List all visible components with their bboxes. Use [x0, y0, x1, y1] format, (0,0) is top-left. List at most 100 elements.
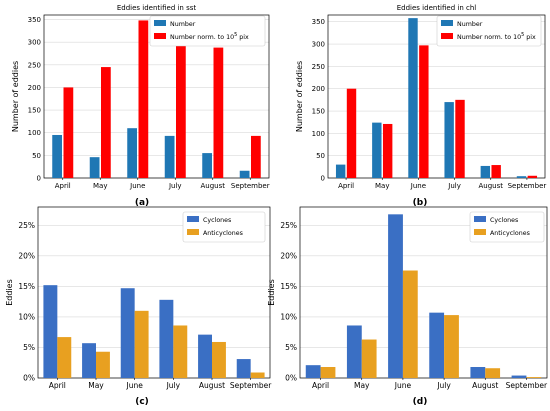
bar-july-number-norm-to-10-5-pix	[455, 99, 465, 178]
y-tick-label: 25%	[280, 221, 297, 230]
x-tick-label: August	[472, 381, 498, 390]
bar-september-cyclones	[236, 359, 251, 378]
legend-swatch	[187, 229, 199, 235]
axes-frame	[327, 14, 546, 179]
bar-may-anticyclones	[96, 351, 110, 378]
bar-august-cyclones	[198, 334, 212, 378]
y-tick-label: 15%	[18, 282, 35, 291]
y-tick-label: 150	[312, 108, 325, 116]
legend-swatch	[154, 20, 166, 26]
y-tick-label: 10%	[280, 312, 297, 321]
x-tick-label: April	[49, 381, 66, 390]
bar-april-anticyclones	[320, 367, 336, 378]
bar-may-anticyclones	[361, 339, 377, 378]
y-tick-label: 5%	[285, 343, 297, 352]
bar-june-number	[408, 18, 418, 179]
y-tick-label: 5%	[23, 343, 35, 352]
x-tick-label: May	[354, 381, 370, 390]
bar-april-number	[52, 134, 62, 178]
panel-label: (a)	[135, 198, 149, 208]
bar-july-number	[444, 102, 454, 178]
bar-may-cyclones	[346, 325, 362, 378]
bar-may-number-norm-to-10-5-pix	[101, 67, 111, 178]
legend-entry: Number	[457, 21, 483, 28]
bar-august-number	[202, 153, 212, 178]
bar-may-number	[89, 157, 100, 178]
y-tick-label: 20%	[280, 251, 297, 260]
y-tick-label: 200	[28, 84, 41, 92]
x-tick-label: July	[436, 381, 451, 390]
bar-july-anticyclones	[173, 325, 188, 378]
y-tick-label: 250	[28, 61, 41, 69]
x-tick-label: September	[230, 381, 272, 390]
legend-box	[469, 211, 545, 243]
legend-box	[436, 15, 542, 47]
bar-september-number-norm-to-10-5-pix	[527, 175, 538, 178]
legend-entry: Anticyclones	[203, 230, 243, 237]
x-tick-label: April	[338, 182, 354, 190]
chart-panel-1: 0 50 100 150 200 250 300 350 April May June July Aug…	[11, 4, 270, 208]
bar-july-cyclones	[159, 299, 174, 378]
legend: Number Number norm. to 105 pix	[436, 15, 542, 47]
y-tick-label: 100	[312, 130, 325, 138]
bar-june-number	[127, 128, 137, 178]
bar-july-cyclones	[429, 312, 445, 378]
chart-panel-2: 0 50 100 150 200 250 300 350 April May June July Aug…	[295, 4, 546, 208]
bar-june-cyclones	[388, 214, 403, 378]
panel-label: (c)	[135, 397, 149, 407]
y-tick-label: 0%	[23, 374, 35, 383]
x-tick-label: June	[394, 381, 412, 390]
bar-july-number-norm-to-10-5-pix	[176, 35, 186, 178]
legend-entry: Anticyclones	[490, 230, 530, 237]
y-tick-label: 0%	[285, 374, 297, 383]
y-axis-label: Eddies	[267, 279, 276, 306]
x-tick-label: September	[506, 381, 548, 390]
bar-august-anticyclones	[212, 341, 226, 378]
y-tick-label: 25%	[18, 221, 35, 230]
y-axis-label: Number of eddies	[295, 61, 304, 132]
axes-frame	[37, 206, 271, 379]
bar-june-cyclones	[120, 288, 135, 378]
legend-swatch	[474, 229, 486, 235]
legend-swatch	[187, 216, 199, 222]
y-tick-label: 300	[312, 41, 325, 49]
x-tick-label: April	[55, 182, 71, 190]
y-tick-label: 15%	[280, 282, 297, 291]
y-axis-label: Number of eddies	[11, 61, 20, 132]
chart-panel-3: 0% 5% 10% 15% 20% 25% April May June July August Se…	[5, 206, 272, 407]
y-tick-label: 200	[312, 85, 325, 93]
x-tick-label: August	[199, 381, 225, 390]
x-tick-label: September	[508, 182, 547, 190]
bar-may-cyclones	[82, 343, 96, 378]
y-tick-label: 50	[32, 152, 41, 160]
y-tick-label: 350	[312, 18, 325, 26]
bar-september-number-norm-to-10-5-pix	[251, 135, 261, 178]
bar-april-number-norm-to-10-5-pix	[63, 87, 74, 178]
legend-entry: Cyclones	[490, 217, 518, 224]
bar-april-cyclones	[43, 285, 58, 378]
bar-april-cyclones	[305, 365, 321, 378]
x-tick-label: May	[93, 182, 107, 190]
y-tick-label: 300	[28, 39, 41, 47]
bar-april-anticyclones	[57, 337, 72, 378]
chart-title: Eddies identified in sst	[117, 4, 197, 12]
bar-august-number-norm-to-10-5-pix	[213, 47, 224, 178]
x-tick-label: April	[312, 381, 329, 390]
bar-june-anticyclones	[134, 310, 149, 378]
legend-box	[182, 211, 266, 243]
y-tick-label: 10%	[18, 312, 35, 321]
y-tick-label: 20%	[18, 251, 35, 260]
bar-may-number	[372, 122, 382, 178]
bar-august-cyclones	[470, 367, 486, 378]
bar-august-anticyclones	[485, 368, 501, 378]
x-tick-label: June	[125, 381, 143, 390]
bar-april-number	[335, 164, 346, 178]
legend-swatch	[441, 20, 453, 26]
bar-september-anticyclones	[526, 377, 542, 378]
panel-label: (b)	[413, 198, 428, 208]
axes-frame	[43, 14, 270, 179]
legend: Cyclones Anticyclones	[182, 211, 266, 243]
bar-september-number	[239, 170, 250, 178]
y-tick-label: 150	[28, 107, 41, 115]
